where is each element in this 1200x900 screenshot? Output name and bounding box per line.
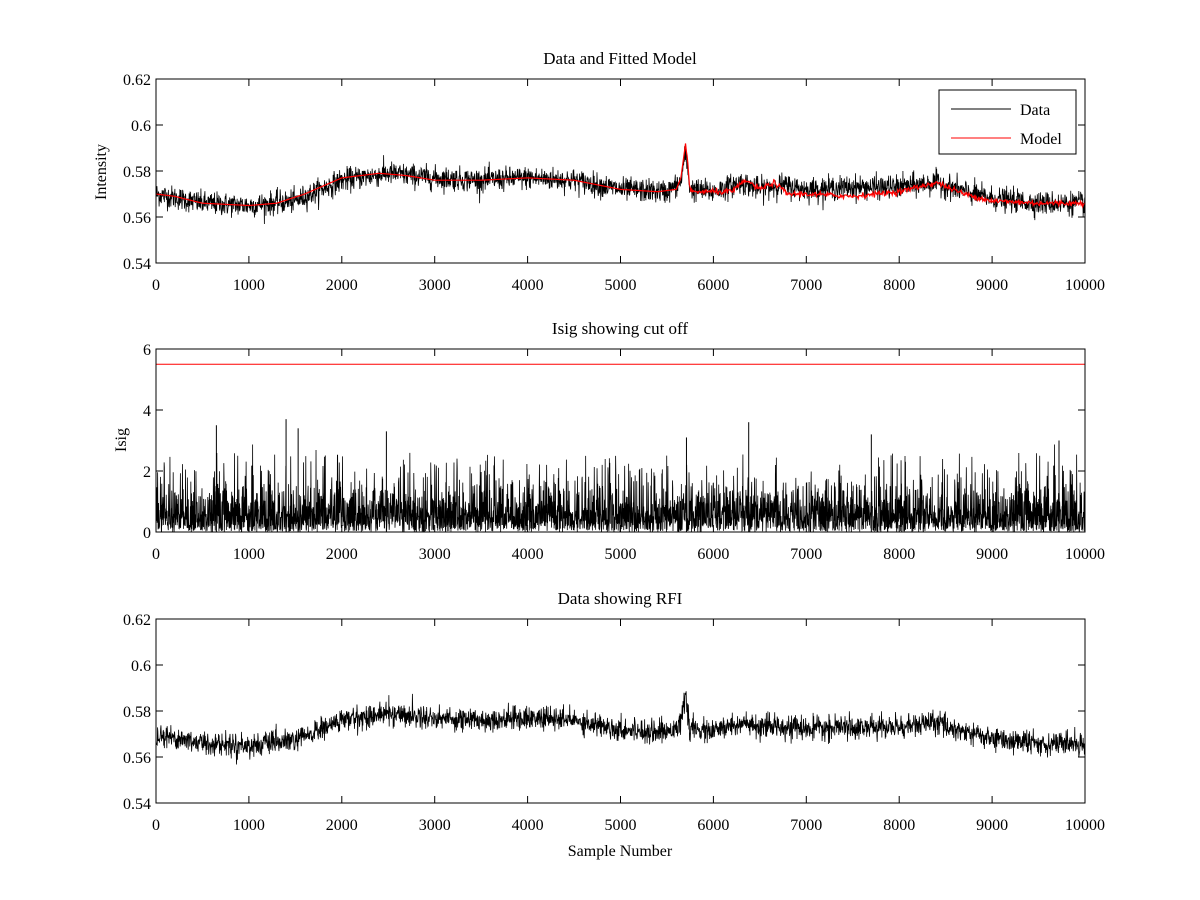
x-tick-label: 8000 (883, 546, 915, 563)
panel-3-ticks: 0 1000 2000 3000 4000 5000 6000 7000 8000 9000 100… (123, 612, 1105, 834)
y-tick-label: 0.6 (131, 658, 151, 675)
y-tick-label: 0.54 (123, 256, 151, 273)
x-tick-label: 3000 (419, 546, 451, 563)
y-tick-label: 6 (143, 342, 151, 359)
x-tick-label: 5000 (605, 277, 637, 294)
legend-data-label: Data (1020, 102, 1050, 119)
x-tick-label: 9000 (976, 277, 1008, 294)
y-tick-label: 0.54 (123, 796, 151, 813)
legend-model-label: Model (1020, 131, 1062, 148)
y-tick-label: 0.56 (123, 750, 151, 767)
panel-1-ticks: 0 1000 2000 3000 4000 5000 6000 7000 8000 9000 100… (123, 72, 1105, 294)
x-tick-label: 7000 (790, 817, 822, 834)
x-tick-label: 6000 (697, 277, 729, 294)
x-tick-label: 9000 (976, 546, 1008, 563)
panel-data-rfi: Data showing RFI 0 1000 2000 3000 4000 5000 60… (123, 589, 1105, 860)
y-tick-label: 2 (143, 464, 151, 481)
panel-1-legend: Data Model (938, 89, 1077, 155)
x-tick-label: 10000 (1065, 277, 1105, 294)
x-tick-label: 0 (152, 817, 160, 834)
x-tick-label: 10000 (1065, 817, 1105, 834)
series-model-line (155, 143, 1086, 209)
x-tick-label: 0 (152, 277, 160, 294)
x-tick-label: 1000 (233, 546, 265, 563)
legend-box (938, 89, 1077, 155)
panel-1-plot-area (155, 143, 1086, 224)
x-tick-label: 6000 (697, 546, 729, 563)
panel-isig: Isig showing cut off Isig 0 1000 2000 3000 4… (113, 319, 1105, 563)
x-tick-label: 7000 (790, 546, 822, 563)
x-tick-label: 2000 (326, 817, 358, 834)
panel-data-and-model: Data and Fitted Model Intensity 0 1000 200… (93, 49, 1105, 294)
x-tick-label: 3000 (419, 277, 451, 294)
panel-1-ylabel: Intensity (93, 144, 110, 200)
x-tick-label: 7000 (790, 277, 822, 294)
x-tick-label: 9000 (976, 817, 1008, 834)
y-tick-label: 0.62 (123, 72, 151, 89)
y-tick-label: 0.6 (131, 118, 151, 135)
x-tick-label: 3000 (419, 817, 451, 834)
x-tick-label: 8000 (883, 817, 915, 834)
x-tick-label: 8000 (883, 277, 915, 294)
panel-3-xlabel: Sample Number (568, 843, 673, 860)
x-tick-label: 6000 (697, 817, 729, 834)
y-tick-label: 0.56 (123, 210, 151, 227)
series-data-rfi-line (155, 691, 1086, 765)
x-tick-label: 2000 (326, 277, 358, 294)
panel-1-title: Data and Fitted Model (543, 49, 697, 68)
panel-2-ticks: 0 1000 2000 3000 4000 5000 6000 7000 8000 9000 100… (143, 342, 1105, 563)
x-tick-label: 1000 (233, 817, 265, 834)
series-isig-line (155, 444, 1086, 533)
x-tick-label: 4000 (512, 277, 544, 294)
panel-3-title: Data showing RFI (558, 589, 683, 608)
x-tick-label: 1000 (233, 277, 265, 294)
x-tick-label: 4000 (512, 546, 544, 563)
x-tick-label: 0 (152, 546, 160, 563)
y-tick-label: 0 (143, 525, 151, 542)
panel-2-title: Isig showing cut off (552, 319, 688, 338)
x-tick-label: 4000 (512, 817, 544, 834)
panel-3-plot-area (155, 691, 1086, 765)
x-tick-label: 5000 (605, 817, 637, 834)
x-tick-label: 5000 (605, 546, 637, 563)
x-tick-label: 10000 (1065, 546, 1105, 563)
x-tick-label: 2000 (326, 546, 358, 563)
panel-2-ylabel: Isig (113, 428, 130, 452)
y-tick-label: 0.58 (123, 164, 151, 181)
y-tick-label: 0.62 (123, 612, 151, 629)
panel-2-plot-area (155, 363, 1086, 533)
y-tick-label: 4 (143, 403, 151, 420)
y-tick-label: 0.58 (123, 704, 151, 721)
